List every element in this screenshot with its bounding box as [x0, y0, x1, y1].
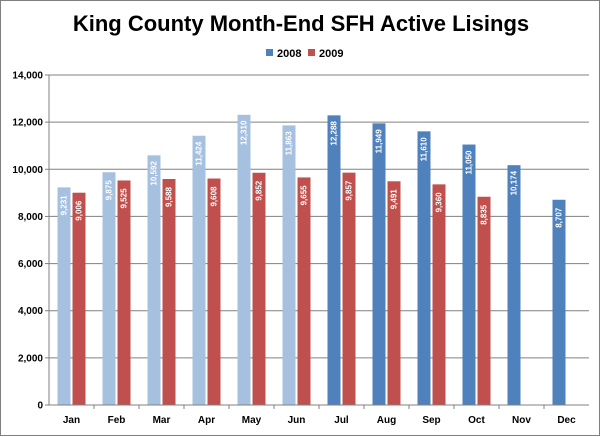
y-tick-label: 14,000: [12, 71, 43, 82]
bar-2009-jul: [342, 172, 356, 405]
data-label-2009-mar: 9,588: [165, 186, 174, 207]
data-label-2008-sep: 11,610: [420, 137, 429, 162]
y-tick-label: 2,000: [18, 353, 43, 364]
y-tick-label: 12,000: [12, 118, 43, 129]
data-label-2008-oct: 11,050: [465, 150, 474, 175]
bar-2008-sep: [417, 131, 431, 406]
bar-2008-nov: [507, 165, 521, 405]
data-label-2009-jan: 9,006: [75, 200, 84, 221]
data-label-2009-aug: 9,491: [390, 189, 399, 210]
bar-2008-oct: [462, 144, 476, 406]
bar-2008-jul: [327, 115, 341, 406]
bar-2009-aug: [387, 181, 401, 405]
legend: 2008 2009: [266, 48, 343, 60]
x-axis-ticks: Jan Feb Mar Apr May Jun Jul Aug Sep Oct Nov Dec: [63, 405, 576, 426]
x-tick-label: May: [242, 415, 262, 426]
bar-2009-apr: [207, 178, 221, 405]
x-tick-label: Jul: [334, 415, 349, 426]
bar-2009-jun: [297, 177, 311, 405]
bar-2008-jun: [282, 125, 296, 406]
bars: [57, 114, 566, 406]
data-label-2009-may: 9,852: [255, 180, 264, 201]
gridlines: [49, 74, 589, 359]
y-tick-label: 8,000: [18, 212, 43, 223]
data-label-2009-jul: 9,857: [345, 180, 354, 201]
data-label-2008-feb: 9,875: [105, 180, 114, 201]
data-label-2008-nov: 10,174: [510, 170, 519, 195]
chart-title: King County Month-End SFH Active Lisings: [73, 11, 529, 36]
x-tick-label: Apr: [198, 415, 215, 426]
data-label-2008-jun: 11,863: [285, 131, 294, 156]
y-axis-ticks: 0 2,000 4,000 6,000 8,000 10,000 12,000 14,000: [12, 71, 49, 412]
x-tick-label: Dec: [557, 415, 576, 426]
bar-2009-mar: [162, 178, 176, 405]
data-label-2009-apr: 9,608: [210, 186, 219, 207]
bar-2008-may: [237, 114, 251, 405]
bar-2008-dec: [552, 199, 566, 405]
y-tick-label: 4,000: [18, 306, 43, 317]
bar-2008-mar: [147, 155, 161, 405]
data-label-2008-dec: 8,707: [555, 207, 564, 228]
x-tick-label: Sep: [422, 415, 440, 426]
data-label-2009-jun: 9,655: [300, 185, 309, 206]
bar-2009-jan: [72, 192, 86, 405]
data-label-2008-mar: 10,592: [149, 161, 158, 186]
data-label-2008-jan: 9,231: [60, 195, 69, 216]
y-tick-label: 6,000: [18, 259, 43, 270]
bar-2009-oct: [477, 196, 491, 405]
data-label-2009-feb: 9,525: [120, 188, 129, 209]
y-tick-label: 10,000: [12, 165, 43, 176]
data-labels: 9,231 9,006 9,875 9,525 10,592 9,588 11,424 9,6…: [60, 120, 564, 228]
data-label-2008-jul: 12,288: [330, 121, 339, 146]
bar-2009-sep: [432, 184, 446, 405]
bar-2009-feb: [117, 180, 131, 405]
legend-swatch-2009: [308, 49, 315, 56]
legend-swatch-2008: [266, 49, 273, 56]
x-tick-label: Feb: [108, 415, 126, 426]
x-tick-label: Mar: [153, 415, 171, 426]
x-tick-label: Jun: [288, 415, 306, 426]
data-label-2008-aug: 11,949: [375, 129, 384, 154]
bar-2009-may: [252, 172, 266, 405]
y-tick-label: 0: [37, 401, 43, 412]
data-label-2009-sep: 9,360: [435, 192, 444, 213]
data-label-2009-oct: 8,835: [480, 204, 489, 225]
data-label-2008-apr: 11,424: [195, 141, 204, 166]
x-tick-label: Jan: [63, 415, 80, 426]
x-tick-label: Nov: [512, 415, 531, 426]
bar-2008-aug: [372, 123, 386, 405]
x-tick-label: Aug: [377, 415, 396, 426]
bar-2008-feb: [102, 172, 116, 405]
legend-label-2008: 2008: [277, 48, 301, 60]
x-tick-label: Oct: [468, 415, 485, 426]
data-label-2008-may: 12,310: [240, 120, 249, 145]
bar-2008-apr: [192, 135, 206, 405]
bar-2008-jan: [57, 187, 71, 405]
legend-label-2009: 2009: [319, 48, 343, 60]
